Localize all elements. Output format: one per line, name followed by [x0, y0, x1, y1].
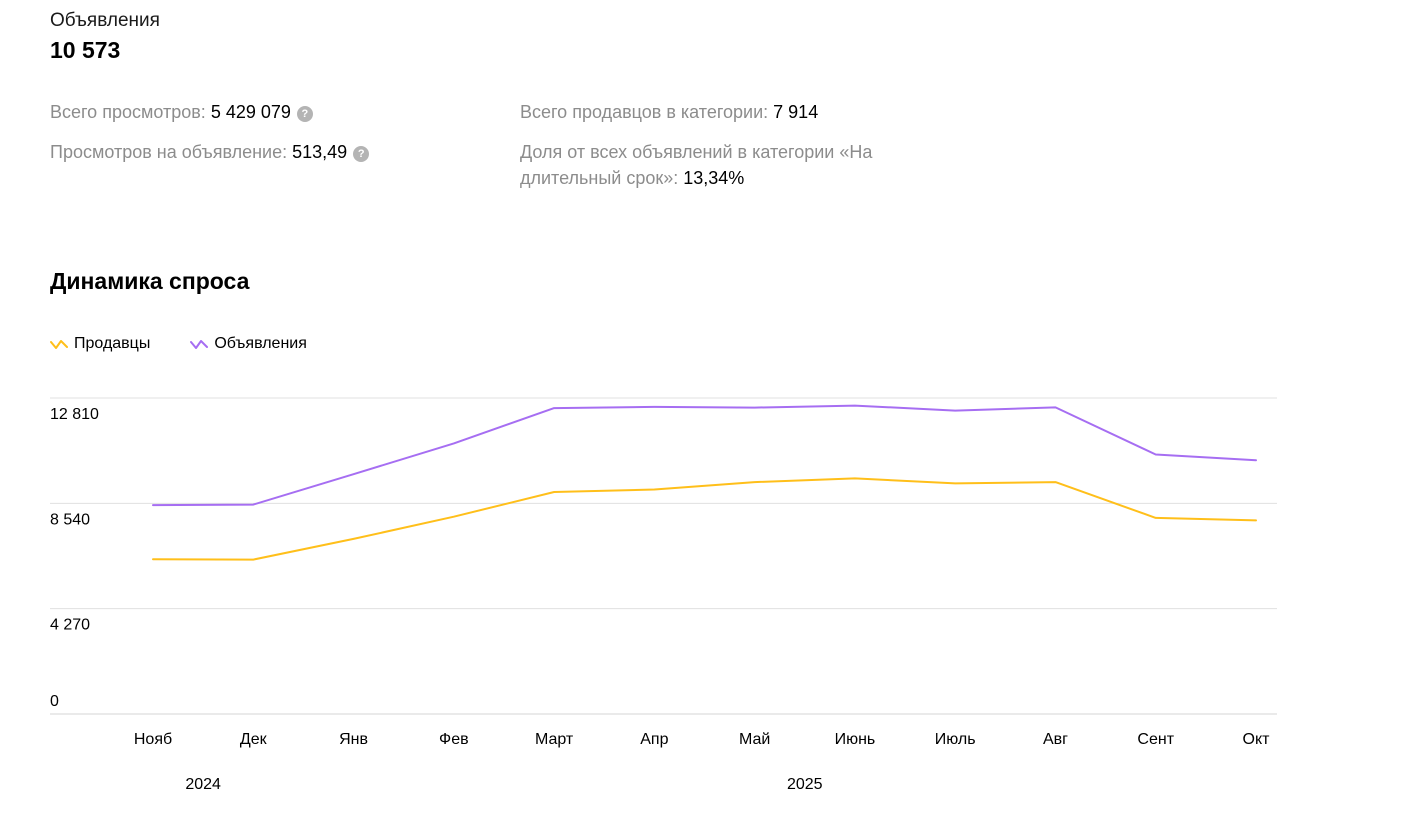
stat-views-per-listing-label: Просмотров на объявление: — [50, 142, 288, 162]
stat-views-per-listing-value: 513,49 — [292, 142, 348, 162]
y-tick-label: 8 540 — [50, 511, 90, 528]
chart-title: Динамика спроса — [50, 268, 250, 294]
chart-legend: Продавцы Объявления — [50, 335, 347, 353]
stat-total-sellers-value: 7 914 — [773, 102, 819, 122]
summary-label: Объявления — [50, 10, 160, 31]
wave-icon — [50, 340, 68, 349]
stat-share: Доля от всех объявлений в категории «На … — [520, 139, 940, 191]
stat-views-per-listing: Просмотров на объявление: 513,49? — [50, 139, 370, 165]
x-tick-label: Май — [739, 731, 770, 748]
legend-item-listings[interactable]: Объявления — [190, 335, 307, 353]
x-tick-label: Окт — [1243, 731, 1271, 748]
year-label: 2024 — [185, 776, 221, 793]
stat-total-sellers: Всего продавцов в категории: 7 914 — [520, 99, 818, 125]
x-tick-label: Фев — [439, 731, 469, 748]
year-label: 2025 — [787, 776, 823, 793]
stat-total-views-value: 5 429 079 — [210, 102, 291, 122]
x-tick-label: Дек — [240, 731, 268, 748]
legend-label-listings: Объявления — [214, 335, 307, 352]
series-line-listings — [152, 404, 1257, 507]
x-tick-label: Авг — [1043, 731, 1068, 748]
stat-total-views: Всего просмотров: 5 429 079? — [50, 99, 313, 125]
legend-item-sellers[interactable]: Продавцы — [50, 335, 150, 353]
stat-share-label: Доля от всех объявлений в категории «На … — [520, 142, 873, 188]
stat-total-sellers-label: Всего продавцов в категории: — [520, 102, 769, 122]
x-tick-label: Янв — [339, 731, 368, 748]
x-tick-label: Март — [535, 731, 574, 748]
x-tick-label: Июнь — [835, 731, 876, 748]
help-icon[interactable]: ? — [296, 106, 313, 122]
series-line-sellers — [152, 477, 1257, 561]
wave-icon — [190, 340, 209, 349]
y-tick-label: 4 270 — [50, 617, 90, 634]
y-tick-label: 12 810 — [50, 406, 99, 423]
y-tick-label: 0 — [50, 693, 59, 710]
legend-label-sellers: Продавцы — [74, 335, 151, 352]
summary-value: 10 573 — [50, 37, 121, 63]
stat-total-views-label: Всего просмотров: — [50, 102, 206, 122]
help-icon[interactable]: ? — [353, 146, 370, 162]
x-tick-label: Нояб — [134, 731, 172, 748]
x-tick-label: Апр — [640, 731, 668, 748]
stat-share-value: 13,34% — [683, 168, 745, 188]
x-tick-label: Июль — [935, 731, 976, 748]
line-chart: 0 4 270 8 540 12 810 Нояб Дек Янв Фев Март Апр Май… — [50, 397, 1277, 793]
x-tick-label: Сент — [1137, 731, 1174, 748]
